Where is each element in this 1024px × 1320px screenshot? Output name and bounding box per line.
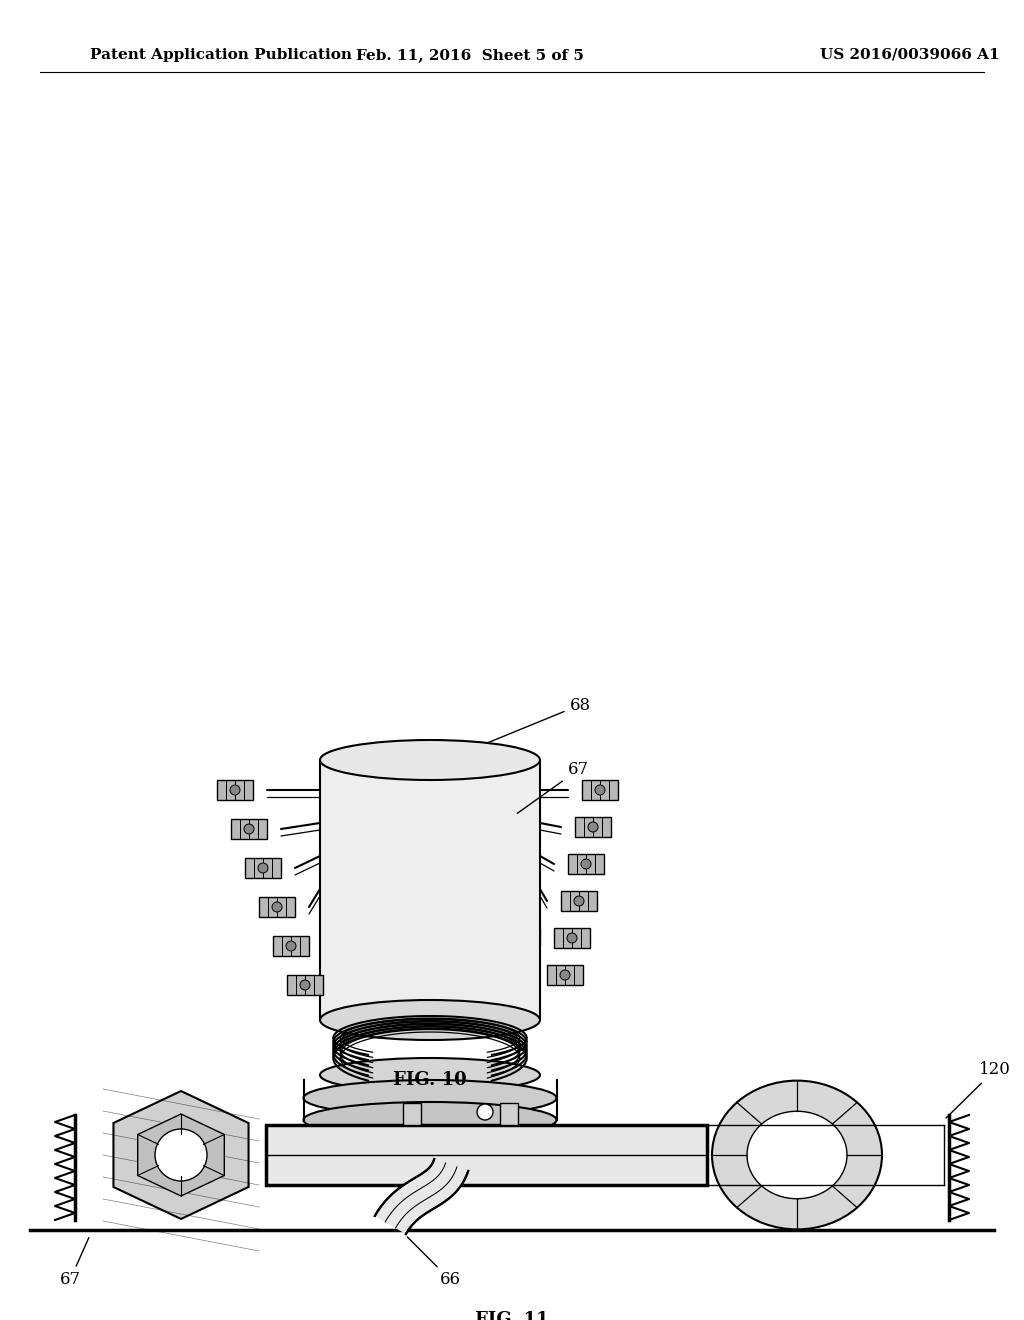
Polygon shape <box>114 1092 249 1218</box>
Bar <box>402 1104 421 1125</box>
Circle shape <box>560 970 570 979</box>
Circle shape <box>574 896 584 906</box>
Bar <box>582 780 618 800</box>
Text: 120: 120 <box>946 1061 1011 1118</box>
Circle shape <box>286 941 296 950</box>
Bar <box>259 898 295 917</box>
Circle shape <box>581 859 591 869</box>
Ellipse shape <box>303 1102 556 1138</box>
Text: 67: 67 <box>59 1238 89 1288</box>
Circle shape <box>272 902 282 912</box>
Text: 68: 68 <box>477 697 591 747</box>
Ellipse shape <box>319 1059 540 1092</box>
Text: FIG. 10: FIG. 10 <box>393 1071 467 1089</box>
Ellipse shape <box>746 1111 847 1199</box>
Bar <box>561 891 597 911</box>
Circle shape <box>567 933 577 942</box>
Circle shape <box>230 785 240 795</box>
Bar <box>554 928 590 948</box>
Polygon shape <box>137 1114 224 1196</box>
Ellipse shape <box>319 741 540 780</box>
Circle shape <box>300 979 310 990</box>
Polygon shape <box>375 1159 468 1234</box>
Bar <box>568 854 604 874</box>
Bar <box>319 760 540 1020</box>
Bar <box>273 936 309 956</box>
Text: US 2016/0039066 A1: US 2016/0039066 A1 <box>820 48 999 62</box>
Circle shape <box>588 822 598 832</box>
Circle shape <box>155 1129 207 1181</box>
Circle shape <box>244 824 254 834</box>
Ellipse shape <box>712 1081 882 1229</box>
Bar <box>245 858 281 878</box>
Text: Patent Application Publication: Patent Application Publication <box>90 48 352 62</box>
Bar <box>575 817 611 837</box>
Ellipse shape <box>303 1080 556 1115</box>
Bar <box>547 965 583 985</box>
Text: Feb. 11, 2016  Sheet 5 of 5: Feb. 11, 2016 Sheet 5 of 5 <box>356 48 584 62</box>
Bar <box>287 975 323 995</box>
Circle shape <box>258 863 268 873</box>
Text: 66: 66 <box>408 1237 461 1288</box>
Text: FIG. 11: FIG. 11 <box>475 1311 549 1320</box>
Bar <box>500 1104 517 1125</box>
Bar <box>266 1125 707 1185</box>
Ellipse shape <box>319 1001 540 1040</box>
Circle shape <box>477 1104 493 1119</box>
Circle shape <box>595 785 605 795</box>
Bar <box>217 780 253 800</box>
Text: 67: 67 <box>517 762 589 813</box>
Bar <box>231 818 267 840</box>
